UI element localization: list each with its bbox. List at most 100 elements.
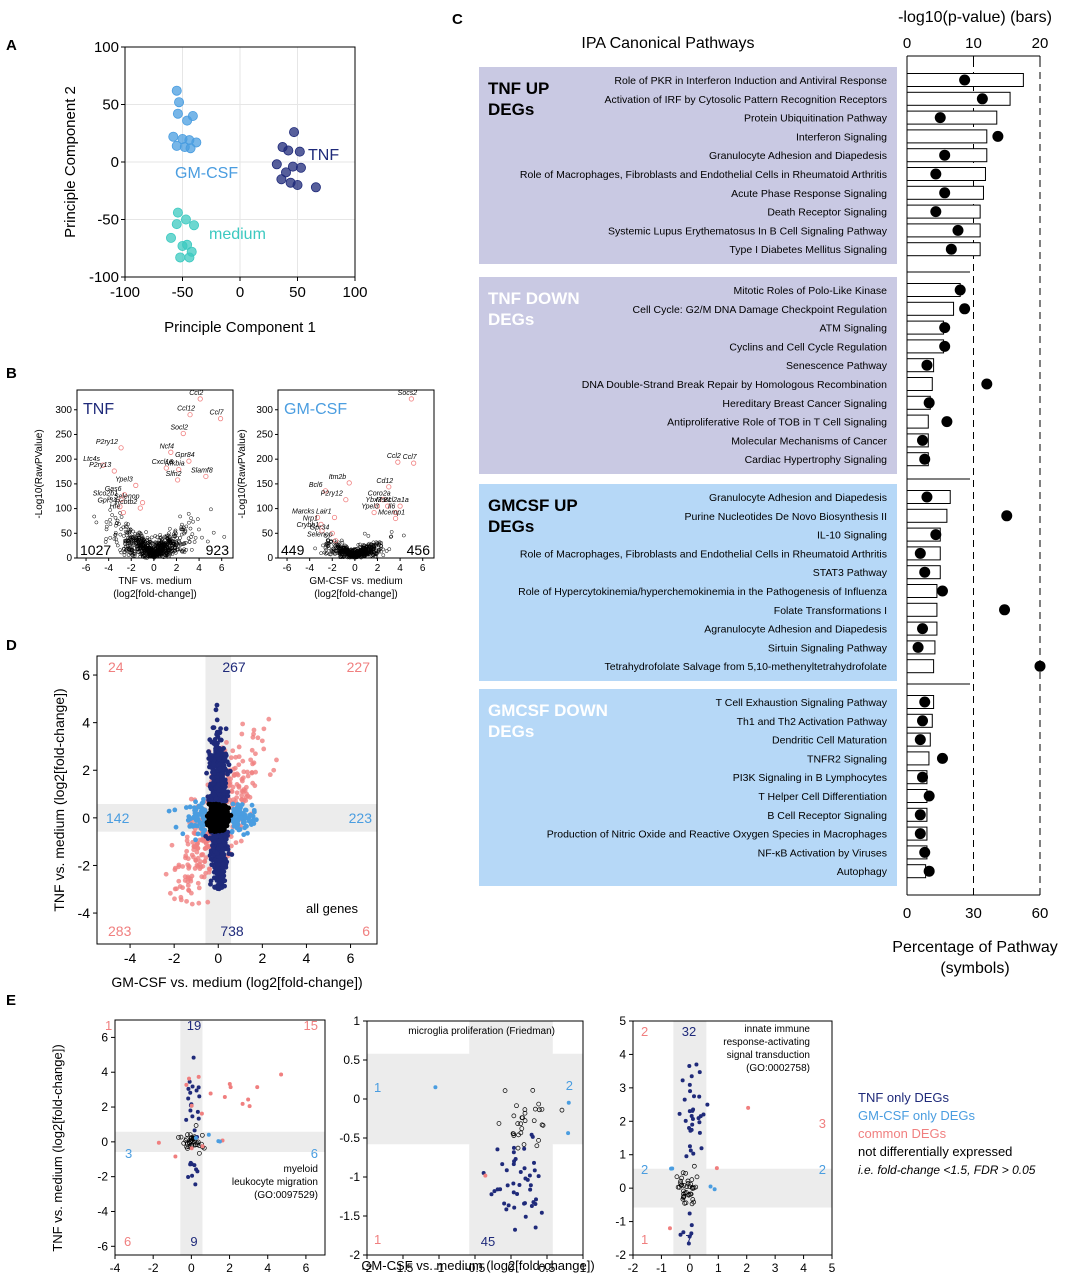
volcano-gmcsf-gene-label: Nrp1 [303, 515, 318, 522]
volcano-gmcsf-gene-point [408, 396, 414, 402]
d-tnf-point [204, 770, 209, 776]
ipa-pathway-label: Type I Diabetes Mellitus Signaling [729, 244, 887, 256]
e3-x-tick-label: -2 [628, 1261, 639, 1275]
volcano-tnf-gene-label: Hfe [109, 504, 120, 511]
volcano-gmcsf-point [351, 555, 355, 559]
volcano-tnf-point [195, 517, 200, 522]
d-common-point [230, 784, 236, 790]
e3-point [699, 1146, 704, 1151]
e2-point [515, 1191, 520, 1196]
e1-point [206, 1132, 211, 1137]
volcano-tnf-point [167, 548, 171, 553]
volcano-tnf-point [128, 527, 133, 532]
volcano-gmcsf-point [362, 544, 367, 548]
volcano-tnf-point [108, 517, 112, 522]
e2-point [523, 1176, 528, 1181]
e2-count-bottom-center: 45 [481, 1234, 495, 1249]
volcano-tnf-point [180, 542, 185, 546]
e3-point [683, 1170, 688, 1176]
e1-point [183, 1138, 189, 1143]
e2-point [534, 1143, 540, 1149]
volcano-tnf-point [149, 535, 154, 540]
volcano-tnf-point [180, 549, 185, 554]
e2-point [511, 1190, 516, 1195]
pca-point-medium [165, 232, 176, 243]
e1-count-mid-right: 6 [311, 1146, 318, 1161]
e2-point [492, 1189, 497, 1194]
d-common-point [243, 784, 249, 790]
volcano-tnf-gene-label: Gas6 [105, 486, 122, 493]
d-gmcsf-point [250, 813, 256, 819]
e3-point [705, 1102, 710, 1107]
volcano-tnf-point [124, 533, 129, 538]
volcano-gmcsf-point [381, 547, 385, 552]
ipa-pathway-label: Tetrahydrofolate Salvage from 5,10-methe… [605, 661, 888, 673]
volcano-tnf-point [158, 536, 163, 541]
e3-point [678, 1232, 683, 1237]
ipa-pathway-label: TNFR2 Signaling [807, 753, 887, 765]
d-tnf-point [211, 792, 217, 797]
volcano-tnf-point [200, 535, 204, 540]
volcano-tnf-point [136, 550, 140, 554]
e2-point [483, 1173, 488, 1178]
d-count-mid-right: 223 [349, 810, 373, 826]
ipa-pathway-label: Systemic Lupus Erythematosus In B Cell S… [608, 225, 888, 237]
panel-label-d: D [6, 637, 17, 654]
volcano-gmcsf-point [347, 549, 352, 553]
volcano-tnf-point [124, 538, 128, 543]
volcano-tnf-point [122, 553, 127, 557]
volcano-gmcsf-gene-label: Crybb1 [297, 522, 320, 529]
ipa-percentage-dot [959, 74, 971, 86]
volcano-tnf-point [187, 520, 191, 525]
d-common-point [189, 852, 195, 858]
ipa-percentage-dot [939, 187, 951, 199]
e1-point [193, 1136, 198, 1141]
ipa-pathway-label: B Cell Receptor Signaling [767, 810, 887, 822]
e1-y-tick-label: 0 [101, 1135, 108, 1149]
e3-point [694, 1062, 699, 1067]
e2-count-mid-right: 2 [566, 1078, 573, 1093]
ipa-percentage-dot [1034, 660, 1046, 672]
d-common-point [250, 734, 256, 740]
volcano-gmcsf-gene-point [374, 503, 381, 509]
d-common-point [197, 859, 203, 864]
volcano-gmcsf-gene-point [380, 497, 386, 503]
ipa-pvalue-bar [906, 377, 933, 391]
volcano-tnf-point [170, 546, 174, 551]
d-tnf-point [220, 781, 225, 787]
volcano-tnf-gene-label: Slfn2 [166, 471, 182, 478]
volcano-tnf-point [119, 550, 124, 555]
ipa-percentage-dot [939, 322, 951, 334]
e1-point [195, 1169, 200, 1174]
d-gmcsf-point [238, 815, 244, 821]
volcano-tnf-point [155, 535, 160, 540]
e2-point [502, 1088, 508, 1093]
e2-point [515, 1121, 521, 1126]
pca-panel: -100 -50 0 50 100 -100 -50 0 50 100 GM-CSF TNF me… [62, 39, 368, 336]
e2-point [528, 1183, 533, 1188]
d-count-bottom-left: 283 [108, 923, 132, 939]
d-common-point [236, 744, 242, 750]
volcano-tnf-point [181, 527, 186, 532]
volcano-gmcsf-gene-point [371, 509, 377, 516]
d-common-point [174, 886, 179, 892]
d-common-point [163, 871, 169, 877]
d-ns-point [226, 805, 232, 811]
volcano-gmcsf-point [352, 547, 356, 552]
e1-point [195, 1109, 200, 1114]
d-ns-point [208, 807, 214, 812]
ipa-pvalue-bar [906, 91, 1011, 106]
e3-point [708, 1184, 713, 1189]
ipa-group-title: GMCSF UP [488, 496, 578, 515]
volcano-tnf-gene-label: Cxcl16 [152, 459, 174, 466]
volcano-tnf-point [108, 508, 113, 512]
d-gmcsf-point [180, 831, 186, 837]
e1-point [187, 1076, 192, 1081]
d-common-point [229, 843, 234, 849]
e3-point [674, 1174, 680, 1180]
e2-point [515, 1145, 521, 1151]
ipa-percentage-dot [981, 378, 993, 390]
e2-point [566, 1131, 571, 1136]
volcano-tnf-point [104, 537, 109, 541]
